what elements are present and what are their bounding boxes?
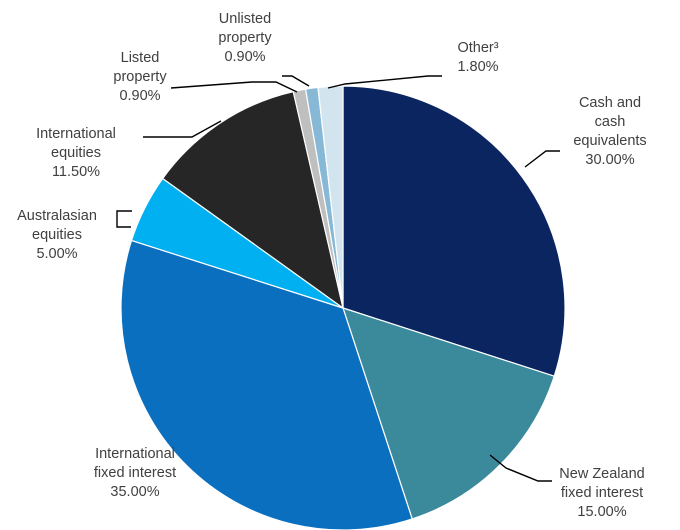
slice-label-1: equivalents: [573, 133, 646, 149]
leader-line-7: [282, 75, 310, 87]
slice-value-label-1: 30.00%: [585, 152, 634, 168]
pie-slice-2: [342, 307, 556, 520]
slice-label-8: Other³: [457, 40, 498, 56]
pie-slice-5: [161, 90, 344, 310]
slice-value-label-3: 35.00%: [110, 484, 159, 500]
leader-line-4: [116, 210, 132, 228]
slice-label-4: Australasian: [17, 208, 97, 224]
slice-value-label-8: 1.80%: [457, 59, 498, 75]
slice-label-5: equities: [51, 145, 101, 161]
slice-value-label-2: 15.00%: [577, 504, 626, 520]
slice-label-2: fixed interest: [561, 485, 643, 501]
pie-slice-8: [317, 85, 344, 309]
slice-label-6: property: [113, 69, 167, 85]
slice-label-3: fixed interest: [94, 465, 176, 481]
slice-label-5: International: [36, 126, 116, 142]
slice-label-7: property: [218, 30, 272, 46]
leader-line-8: [327, 75, 442, 89]
slice-label-1: cash: [595, 114, 626, 130]
slice-label-3: International: [95, 446, 175, 462]
slice-value-label-7: 0.90%: [224, 49, 265, 65]
slice-value-label-4: 5.00%: [36, 246, 77, 262]
slice-label-2: New Zealand: [559, 466, 644, 482]
leader-line-6: [170, 81, 298, 93]
leader-line-2: [489, 454, 552, 482]
leader-line-5: [143, 120, 222, 138]
slice-label-6: Listed: [121, 50, 160, 66]
slice-value-label-5: 11.50%: [52, 164, 100, 180]
pie-slice-1: [342, 85, 566, 377]
slice-label-7: Unlisted: [219, 11, 271, 27]
slice-value-label-6: 0.90%: [119, 88, 160, 104]
leader-line-1: [524, 150, 560, 168]
slice-label-1: Cash and: [579, 95, 641, 111]
slice-label-4: equities: [32, 227, 82, 243]
